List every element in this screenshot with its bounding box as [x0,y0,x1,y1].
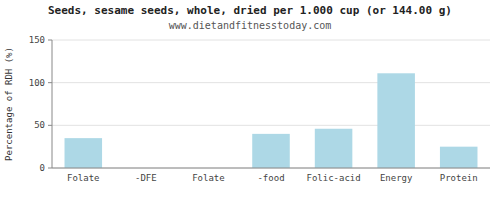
grid-line [52,40,490,41]
y-axis-label: Percentage of RDH (%) [4,47,14,161]
x-tick-label: Folate [67,173,100,183]
y-axis-line [52,40,53,168]
bars [65,73,478,168]
y-tick-label: 0 [40,163,45,173]
x-tick-label: Folic-acid [306,173,360,183]
bar [252,134,290,168]
grid-line [52,82,490,83]
chart: Seeds, sesame seeds, whole, dried per 1.… [0,0,500,200]
y-tick-label: 150 [29,35,45,45]
y-tick [48,82,52,83]
bar [377,73,415,168]
subtitle: www.dietandfitnesstoday.com [169,20,332,31]
x-tick-label: -food [257,173,284,183]
y-tick-label: 50 [34,120,45,130]
x-axis: Folate -DFE Folate -food Folic-acid Energy Pro… [67,173,478,183]
bar [65,138,103,168]
x-tick-label: Folate [192,173,225,183]
y-tick [48,125,52,126]
x-tick-label: -DFE [135,173,157,183]
grid-line [52,125,490,126]
grid [52,40,490,168]
y-tick-label: 100 [29,78,45,88]
grid-line [52,168,490,169]
bar [315,129,353,168]
x-tick-label: Energy [380,173,413,183]
y-axis: 0 50 100 150 [29,35,52,173]
page: {"chart_data": {"type": "bar", "title": … [0,0,500,200]
y-tick [48,168,52,169]
x-tick-label: Protein [440,173,478,183]
bar [440,147,478,168]
title: Seeds, sesame seeds, whole, dried per 1.… [48,4,452,17]
y-tick [48,40,52,41]
x-axis-line [52,168,490,169]
